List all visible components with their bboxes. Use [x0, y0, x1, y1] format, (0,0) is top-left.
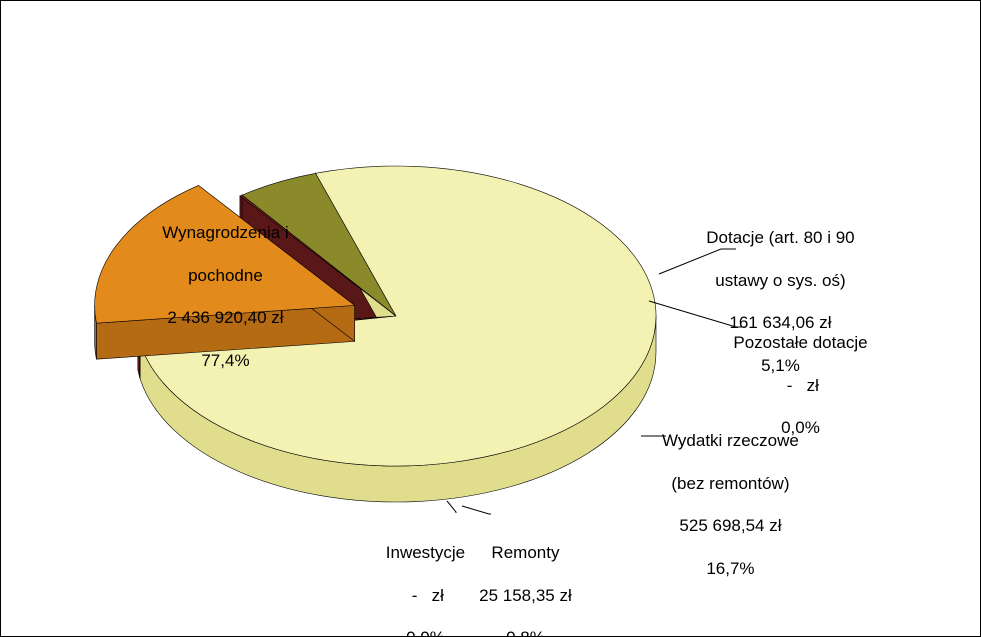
label-wynagrodzenia-l4: 77,4%: [201, 351, 249, 370]
label-inwestycje: Inwestycje - zł 0,0%: [367, 521, 465, 637]
label-wydatki-l4: 16,7%: [706, 559, 754, 578]
label-inwestycje-l2: - zł: [407, 586, 444, 605]
label-wydatki-l1: Wydatki rzeczowe: [662, 431, 799, 450]
label-wydatki-l2: (bez remontów): [671, 474, 789, 493]
label-dotacje-l2: ustawy o sys. oś): [715, 271, 845, 290]
label-inwestycje-l3: 0,0%: [406, 628, 445, 637]
label-remonty-l3: 0,8%: [506, 628, 545, 637]
label-remonty-l2: 25 158,35 zł: [479, 586, 572, 605]
label-dotacje-l1: Dotacje (art. 80 i 90: [706, 228, 854, 247]
label-wynagrodzenia-l1: Wynagrodzenia i: [162, 223, 288, 242]
label-pozostale-l1: Pozostałe dotacje: [733, 333, 867, 352]
label-wynagrodzenia-l2: pochodne: [188, 266, 263, 285]
chart-frame: Wynagrodzenia i pochodne 2 436 920,40 zł…: [0, 0, 981, 637]
label-remonty-l1: Remonty: [491, 543, 559, 562]
label-pozostale-l2: - zł: [782, 376, 819, 395]
label-wydatki-l3: 525 698,54 zł: [679, 516, 781, 535]
label-wynagrodzenia: Wynagrodzenia i pochodne 2 436 920,40 zł…: [143, 201, 288, 392]
label-remonty: Remonty 25 158,35 zł 0,8%: [460, 521, 572, 637]
label-wydatki: Wydatki rzeczowe (bez remontów) 525 698,…: [643, 409, 799, 600]
label-wynagrodzenia-l3: 2 436 920,40 zł: [167, 308, 283, 327]
label-inwestycje-l1: Inwestycje: [386, 543, 465, 562]
